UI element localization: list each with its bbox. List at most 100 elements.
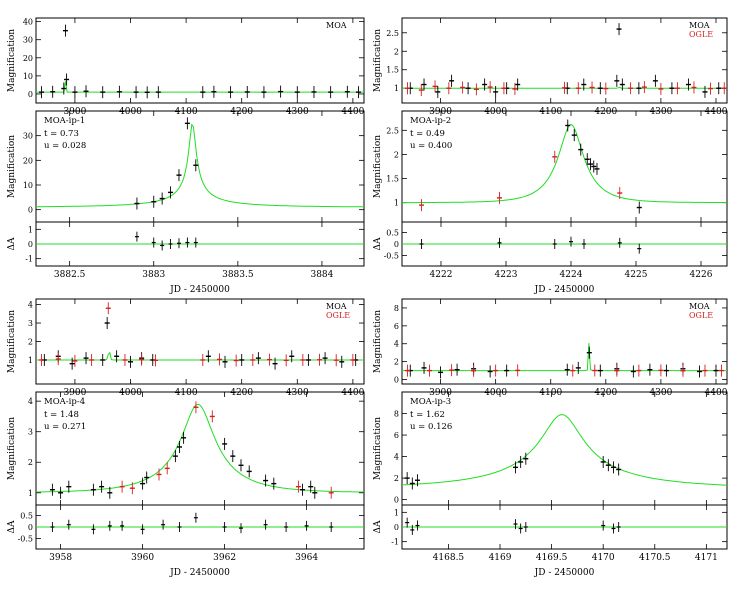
panel-7-ytick-label: 1	[28, 489, 33, 498]
panel-4-param-2: u = 0.400	[410, 141, 452, 151]
panel-3-model-curve	[36, 123, 364, 208]
panel-1-frame	[35, 17, 365, 104]
panel-3-ytick-label: 0	[28, 206, 33, 215]
panel-3-ylabel: Magnification	[7, 135, 17, 198]
panel-6-ytick-label: 6	[394, 322, 399, 331]
panel-8-ytick-label: 8	[394, 410, 399, 419]
panel-7-ytick-label: 2	[28, 458, 33, 467]
panel-1-xtick-label: 4200	[230, 107, 253, 117]
panel-3-param-2: u = 0.028	[44, 141, 86, 151]
panel-8-ytick-label: 0	[394, 496, 399, 505]
panel-7-resid-ytick-label: 0.5	[20, 511, 33, 520]
panel-4-ytick-label: 2.5	[386, 126, 399, 135]
panel-4-xlabel: JD - 2450000	[534, 285, 595, 295]
panel-2-frame	[401, 17, 728, 104]
panel-7-ytick-label: 3	[28, 428, 33, 437]
panel-2-legend-ogle: OGLE	[689, 30, 713, 39]
panel-8-ylabel: Magnification	[373, 417, 383, 480]
panel-4-event-label: MOA-ip-2	[410, 116, 451, 126]
panel-8-resid-xtick-label: 4171	[695, 553, 718, 563]
panel-1-xtick-label: 4400	[341, 107, 364, 117]
panel-2-ytick-label: 2	[394, 47, 399, 56]
panel-8-ytick-label: 2	[394, 474, 399, 483]
panel-1-ytick-label: 0	[28, 90, 33, 99]
panel-2-ytick-label: 1	[394, 84, 399, 93]
panel-7-model-curve	[36, 403, 365, 493]
panel-2-xtick-label: 4100	[539, 107, 562, 117]
panel-5-ytick-label: 4	[28, 301, 33, 310]
panel-4-ytick-label: 2	[394, 150, 399, 159]
panel-5-xtick-label: 4200	[230, 388, 253, 398]
panel-8-resid-ylabel: ΔA	[373, 520, 383, 533]
panel-7-resid-xtick-label: 3958	[49, 553, 72, 563]
panel-7-resid-ytick-label: -0.5	[18, 535, 33, 544]
panel-8-xlabel: JD - 2450000	[534, 568, 595, 578]
panel-7-param-1: t = 1.48	[44, 410, 79, 420]
panel-8-ytick-label: 6	[394, 431, 399, 440]
panel-3-resid-ytick-label: -1	[25, 255, 33, 264]
panel-2-xtick-label: 4200	[594, 107, 617, 117]
panel-4-frame	[401, 110, 728, 223]
panel-7-ylabel: Magnification	[7, 417, 17, 480]
panel-8-resid-xtick-label: 4168.5	[433, 553, 465, 563]
panel-1-xtick-label: 4000	[119, 107, 142, 117]
panel-3-resid-ytick-label: 0	[28, 240, 33, 249]
panel-4-resid-ytick-label: 0	[394, 240, 399, 249]
panel-5-xtick-label: 3900	[63, 388, 86, 398]
panel-6-ytick-label: 8	[394, 304, 399, 313]
panel-4-param-1: t = 0.49	[410, 129, 445, 139]
panel-4-resid-xtick-label: 4223	[495, 270, 518, 280]
panel-1-ytick-label: 40	[23, 18, 33, 27]
panel-7-event-label: MOA-ip-4	[44, 397, 85, 407]
panel-4-resid-ylabel: ΔA	[373, 237, 383, 250]
panel-3-ytick-label: 10	[23, 181, 33, 190]
panel-3-xlabel: JD - 2450000	[169, 285, 230, 295]
panel-1-legend-moa: MOA	[326, 21, 347, 30]
panel-7-resid-xtick-label: 3960	[131, 553, 154, 563]
panel-1-ytick-label: 10	[23, 72, 33, 81]
panel-3-resid-ylabel: ΔA	[7, 237, 17, 250]
panel-5-legend-moa: MOA	[326, 302, 347, 311]
panel-7-ytick-label: 4	[28, 397, 33, 406]
panel-8-resid-xtick-label: 4170	[592, 553, 615, 563]
panel-2-ytick-label: 2.5	[386, 29, 399, 38]
panel-6-xtick-label: 4300	[649, 388, 672, 398]
panel-8-resid-xtick-label: 4169	[489, 553, 512, 563]
panel-4-ylabel: Magnification	[373, 135, 383, 198]
panel-2-ytick-label: 1.5	[386, 66, 399, 75]
panel-6-ytick-label: 4	[394, 340, 399, 349]
panel-1-ytick-label: 20	[23, 54, 33, 63]
panel-5-ytick-label: 3	[28, 319, 33, 328]
panel-5-frame	[35, 298, 365, 385]
panel-4-model-curve	[402, 123, 727, 204]
panel-6-legend-moa: MOA	[689, 302, 710, 311]
panel-8-ytick-label: 4	[394, 453, 399, 462]
panel-7-xlabel: JD - 2450000	[169, 568, 230, 578]
panel-1-xtick-label: 3900	[63, 107, 86, 117]
panel-1-xtick-label: 4300	[286, 107, 309, 117]
panel-3-ytick-label: 30	[23, 132, 33, 141]
panel-8-param-2: u = 0.126	[410, 422, 452, 432]
panel-3-event-label: MOA-ip-1	[44, 116, 85, 126]
panel-5-xtick-label: 4100	[175, 388, 198, 398]
panel-8-event-label: MOA-ip-3	[410, 397, 451, 407]
panel-5-xtick-label: 4300	[286, 388, 309, 398]
panel-1-ytick-label: 30	[23, 36, 33, 45]
panel-6-xtick-label: 4000	[484, 388, 507, 398]
panel-3-resid-xtick-label: 3882.5	[54, 270, 86, 280]
panel-3-resid-ytick-label: 1	[28, 225, 33, 234]
panel-2-xtick-label: 4300	[649, 107, 672, 117]
panel-4-resid-xtick-label: 4226	[690, 270, 713, 280]
panel-3-resid-xtick-label: 3884	[310, 270, 333, 280]
panel-4-resid-xtick-label: 4224	[560, 270, 583, 280]
panel-2-legend-moa: MOA	[689, 21, 710, 30]
panel-3-param-1: t = 0.73	[44, 129, 79, 139]
panel-4-resid-xtick-label: 4225	[625, 270, 648, 280]
panel-8-resid-ytick-label: 1	[394, 508, 399, 517]
panel-6-xtick-label: 4400	[705, 388, 728, 398]
panel-7-param-2: u = 0.271	[44, 422, 86, 432]
panel-3-resid-xtick-label: 3883.5	[222, 270, 254, 280]
panel-8-model-curve	[402, 414, 728, 486]
panel-5-legend-ogle: OGLE	[326, 311, 350, 320]
